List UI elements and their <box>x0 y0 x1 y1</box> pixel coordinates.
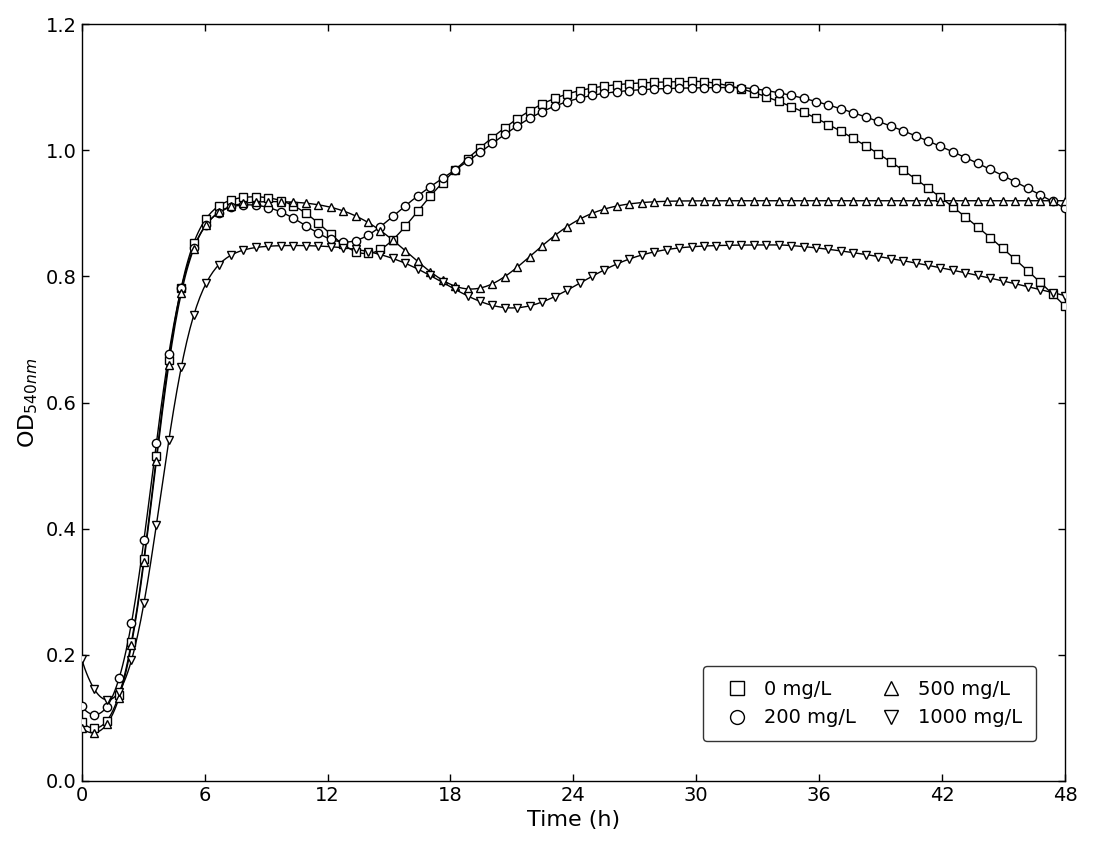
500 mg/L <box>673 196 686 206</box>
0 mg/L <box>523 106 536 116</box>
Y-axis label: OD$_{540nm}$: OD$_{540nm}$ <box>16 357 40 448</box>
X-axis label: Time (h): Time (h) <box>526 811 620 830</box>
Line: 500 mg/L: 500 mg/L <box>78 197 1069 737</box>
200 mg/L <box>735 82 748 92</box>
0 mg/L <box>673 76 686 86</box>
0 mg/L <box>88 723 101 734</box>
500 mg/L <box>722 196 735 206</box>
Line: 1000 mg/L: 1000 mg/L <box>78 241 1069 704</box>
1000 mg/L <box>772 240 785 250</box>
200 mg/L <box>88 710 101 720</box>
200 mg/L <box>772 88 785 98</box>
1000 mg/L <box>1058 291 1071 301</box>
500 mg/L <box>75 723 89 734</box>
500 mg/L <box>523 252 536 262</box>
1000 mg/L <box>100 695 113 705</box>
200 mg/L <box>75 701 89 711</box>
500 mg/L <box>909 196 922 206</box>
500 mg/L <box>971 196 985 206</box>
1000 mg/L <box>523 301 536 311</box>
Legend: 0 mg/L, 200 mg/L, 500 mg/L, 1000 mg/L: 0 mg/L, 200 mg/L, 500 mg/L, 1000 mg/L <box>703 666 1036 741</box>
1000 mg/L <box>685 241 698 252</box>
200 mg/L <box>971 158 985 169</box>
500 mg/L <box>88 728 101 738</box>
0 mg/L <box>735 84 748 94</box>
200 mg/L <box>685 83 698 93</box>
200 mg/L <box>1058 203 1071 213</box>
500 mg/L <box>759 196 772 206</box>
Line: 0 mg/L: 0 mg/L <box>78 77 1069 733</box>
1000 mg/L <box>75 654 89 664</box>
500 mg/L <box>685 196 698 206</box>
0 mg/L <box>75 717 89 727</box>
500 mg/L <box>1058 196 1071 206</box>
200 mg/L <box>722 82 735 92</box>
1000 mg/L <box>673 243 686 253</box>
0 mg/L <box>772 97 785 107</box>
200 mg/L <box>523 113 536 124</box>
1000 mg/L <box>759 240 772 250</box>
0 mg/L <box>1058 301 1071 311</box>
0 mg/L <box>685 76 698 86</box>
0 mg/L <box>971 222 985 232</box>
0 mg/L <box>698 77 711 87</box>
1000 mg/L <box>971 270 985 280</box>
Line: 200 mg/L: 200 mg/L <box>78 83 1069 719</box>
200 mg/L <box>673 83 686 93</box>
1000 mg/L <box>722 241 735 251</box>
